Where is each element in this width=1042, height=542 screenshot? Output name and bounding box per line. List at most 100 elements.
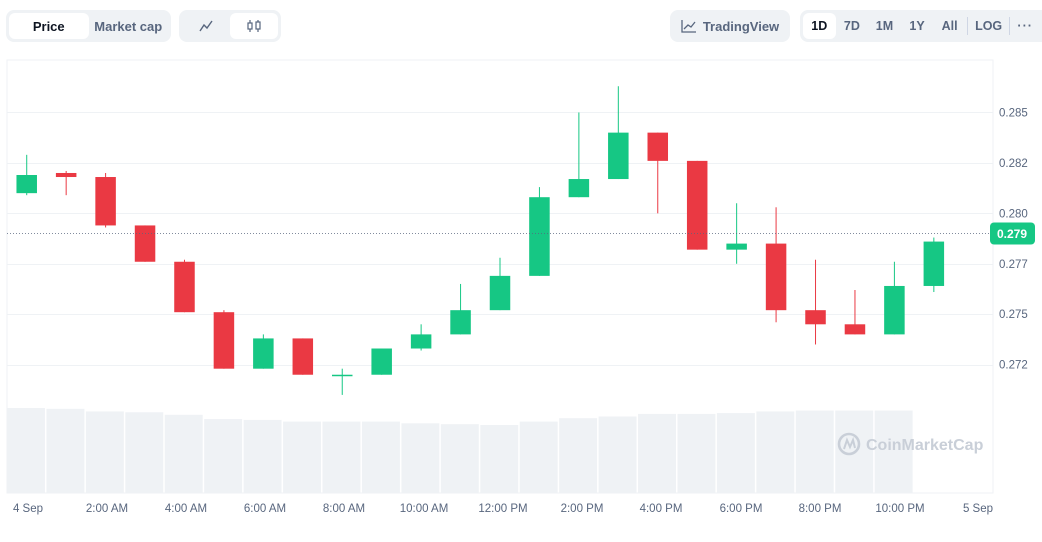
candle [489, 257, 511, 311]
volume-bar [283, 421, 322, 493]
volume-bar [559, 418, 598, 493]
volume-bar [243, 419, 282, 493]
tab-market-cap[interactable]: Market cap [94, 18, 163, 34]
metric-toggle: Price Market cap [6, 10, 171, 42]
candle [450, 283, 471, 335]
y-axis: 0.285 0.282 0.280 0.277 0.275 0.272 [999, 107, 1028, 371]
candle-body [16, 175, 37, 194]
candle-body [410, 334, 432, 349]
volume-bar [756, 411, 795, 493]
range-1m[interactable]: 1M [875, 19, 894, 33]
candle [253, 334, 274, 369]
more-options-button[interactable]: ··· [1017, 19, 1033, 33]
volume-bar [598, 416, 637, 493]
x-tick-label: 10:00 PM [875, 503, 924, 515]
x-tick-label: 12:00 PM [478, 503, 527, 515]
candle-body [489, 275, 511, 311]
candle-body [450, 310, 471, 335]
candle [410, 324, 432, 351]
candle-body [134, 225, 156, 262]
candle [568, 112, 590, 198]
candle [55, 170, 77, 196]
candle-body [884, 285, 905, 335]
candle-body [726, 243, 747, 250]
volume-bar [795, 410, 834, 493]
volume-bar [46, 408, 85, 493]
candle-body [608, 132, 629, 180]
volume-bar [519, 421, 558, 493]
candle [765, 207, 787, 323]
candle-body [765, 243, 787, 311]
y-tick-label: 0.275 [999, 309, 1028, 321]
x-tick-label: 4:00 PM [640, 503, 683, 515]
candle-body [568, 179, 590, 198]
coinmarketcap-logo-icon [837, 432, 861, 456]
range-all[interactable]: All [941, 19, 958, 33]
candle-body [844, 324, 866, 335]
candle-body [292, 338, 314, 375]
x-tick-label: 8:00 PM [799, 503, 842, 515]
range-1d[interactable]: 1D [803, 13, 836, 39]
x-tick-label: 2:00 AM [86, 503, 128, 515]
candle [647, 132, 669, 214]
time-range-toggle: 1D 7D 1M 1Y All LOG ··· [800, 10, 1042, 42]
volume-bar [85, 411, 124, 493]
candle [608, 86, 629, 180]
tradingview-button[interactable]: TradingView [670, 10, 790, 42]
candle-body [253, 338, 274, 369]
candle [844, 290, 866, 335]
toolbar-divider [966, 17, 968, 35]
candlestick-icon [247, 20, 261, 32]
candle-body [686, 160, 708, 250]
range-1y[interactable]: 1Y [909, 19, 925, 33]
candle-body [805, 310, 826, 325]
x-axis: 4 Sep 2:00 AM 4:00 AM 6:00 AM 8:00 AM 10:00 A… [13, 503, 993, 515]
volume-bar [361, 421, 400, 493]
y-tick-label: 0.277 [999, 259, 1028, 271]
volume-bar [440, 424, 479, 493]
candlestick-button[interactable] [230, 13, 278, 39]
candle-body [174, 261, 195, 313]
candle [174, 259, 195, 313]
candle [529, 187, 550, 276]
toolbar-divider [1009, 17, 1011, 35]
range-7d[interactable]: 7D [843, 19, 860, 33]
volume-bar [401, 423, 440, 493]
volume-bar [204, 419, 243, 493]
x-tick-label: 5 Sep [963, 503, 993, 515]
tradingview-label: TradingView [702, 18, 780, 34]
candle [371, 348, 392, 375]
volume-bar [322, 421, 361, 493]
x-tick-label: 4 Sep [13, 503, 43, 515]
volume-bar [638, 413, 676, 493]
chart-trend-icon [681, 20, 696, 33]
current-price-badge [990, 222, 1035, 245]
volume-bar [677, 413, 716, 493]
watermark-text: CoinMarketCap [866, 437, 984, 454]
volume-bar [716, 413, 755, 493]
candle-body [55, 172, 77, 178]
x-tick-label: 6:00 AM [244, 503, 286, 515]
y-tick-label: 0.285 [999, 107, 1028, 119]
tab-price[interactable]: Price [9, 13, 89, 39]
candle [95, 172, 116, 228]
candle-body [331, 374, 353, 377]
candle [805, 259, 826, 345]
candle-body [529, 197, 550, 276]
candle [686, 160, 708, 250]
current-price: 0.279 [7, 222, 1035, 245]
volume-bar [480, 425, 519, 493]
x-tick-label: 8:00 AM [323, 503, 365, 515]
y-tick-label: 0.272 [999, 360, 1028, 372]
volume-bar [874, 410, 913, 493]
chart-toolbar: Price Market cap TradingView 1D 7D 1M [0, 10, 1042, 42]
candles [16, 86, 945, 395]
line-chart-button[interactable] [182, 13, 230, 39]
log-scale-button[interactable]: LOG [975, 19, 1003, 33]
volume-bar [7, 408, 45, 493]
x-tick-label: 2:00 PM [561, 503, 604, 515]
candle-body [371, 348, 392, 375]
volume-bars [7, 408, 913, 493]
line-chart-icon [199, 20, 213, 32]
